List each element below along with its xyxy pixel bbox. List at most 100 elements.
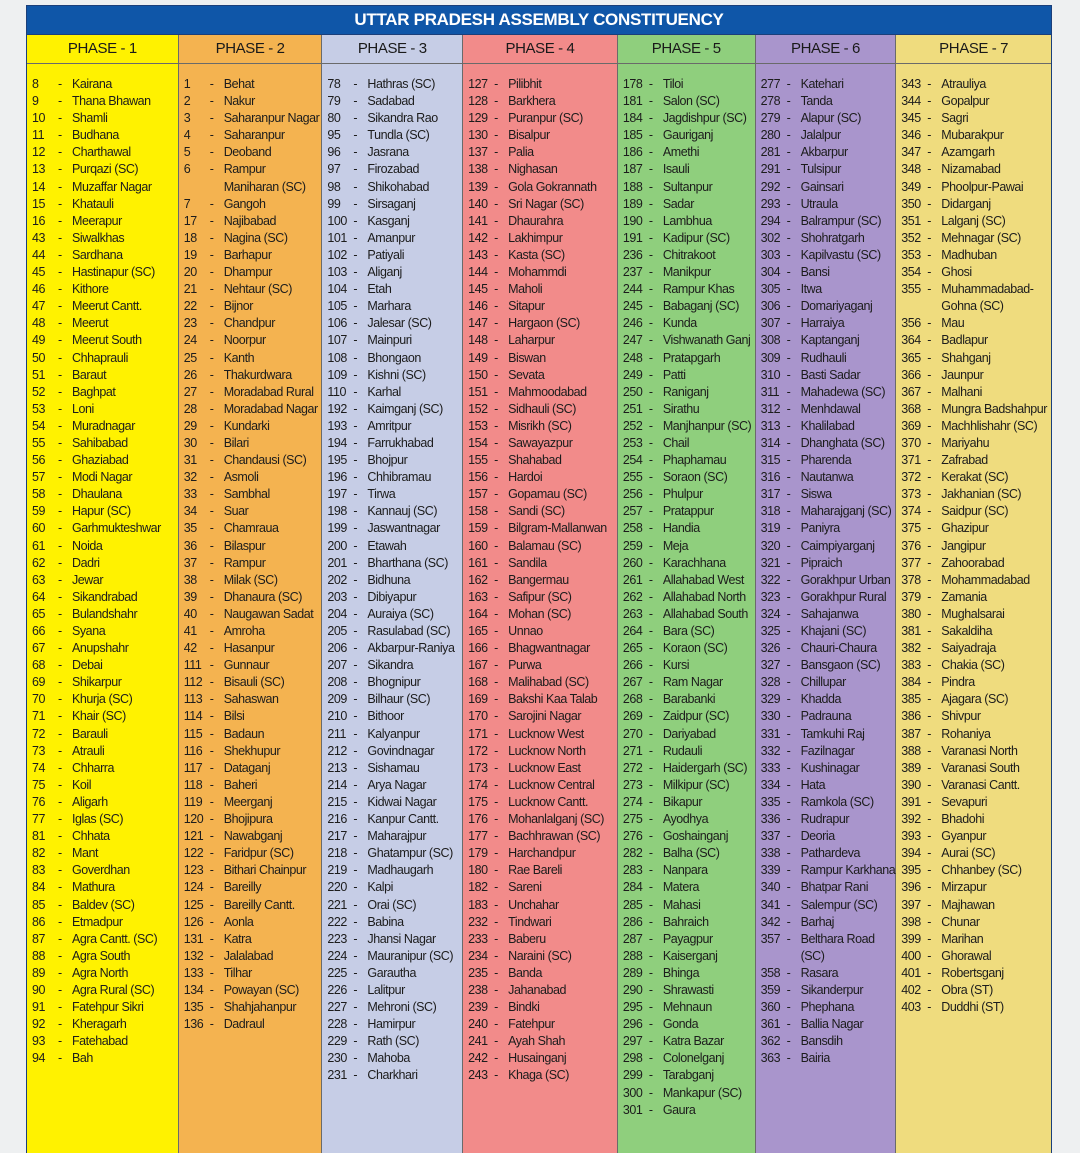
constituency-row: 395- Chhanbey (SC) (896, 862, 1051, 879)
separator-dash: - (786, 247, 791, 262)
constituency-name: Naraini (SC) (508, 948, 572, 963)
constituency-row: 120- Bhojipura (179, 811, 322, 828)
constituency-name: Khalilabad (800, 418, 855, 433)
separator-dash: - (58, 794, 62, 809)
separator-dash: - (353, 675, 358, 690)
constituency-name: Shahabad (508, 453, 562, 468)
separator-dash: - (786, 709, 791, 724)
constituency-row: 381- Sakaldiha (896, 623, 1051, 640)
constituency-number: 200 (327, 538, 347, 553)
constituency-name: Chauri-Chaura (800, 641, 878, 656)
constituency-name: Nakur (223, 94, 256, 109)
constituency-row: 234- Naraini (SC) (463, 948, 617, 965)
separator-dash: - (786, 897, 791, 912)
constituency-number: 151 (468, 384, 488, 399)
separator-dash: - (58, 829, 62, 844)
constituency-number: 81 (32, 829, 46, 844)
constituency-number: 273 (622, 777, 643, 792)
constituency-name: Majhawan (941, 897, 995, 912)
constituency-name: Chhata (72, 829, 110, 844)
constituency-name: Kadipur (SC) (662, 230, 730, 245)
constituency-row: 35- Chamraua (179, 520, 322, 537)
constituency-row: 354- Ghosi (896, 264, 1051, 281)
separator-dash: - (494, 589, 498, 604)
constituency-number: 240 (468, 1017, 488, 1032)
constituency-row: 168- Malihabad (SC) (463, 674, 617, 691)
constituency-number: 9 (32, 94, 39, 109)
constituency-number: 91 (32, 1000, 46, 1015)
separator-dash: - (209, 1017, 214, 1032)
constituency-row: 104- Etah (322, 281, 462, 298)
constituency-row: 214- Arya Nagar (322, 777, 462, 794)
constituency-number: 14 (32, 179, 46, 194)
constituency-name: Zafrabad (941, 453, 988, 468)
constituency-number: 64 (32, 589, 46, 604)
constituency-name: Kanth (223, 350, 255, 365)
constituency-name: Bhatpar Rani (800, 880, 869, 895)
separator-dash: - (209, 641, 214, 656)
constituency-row: 176- Mohanlalganj (SC) (463, 811, 617, 828)
separator-dash: - (209, 760, 214, 775)
constituency-number: 349 (901, 179, 921, 194)
constituency-row: 320- Caimpiyarganj (756, 538, 896, 555)
constituency-row: 169- Bakshi Kaa Talab (463, 691, 617, 708)
constituency-number: 269 (622, 709, 643, 724)
constituency-number: 402 (901, 982, 921, 997)
constituency-row: 339- Rampur Karkhana (756, 862, 896, 879)
constituency-row: 329- Khadda (756, 691, 896, 708)
constituency-number: 49 (32, 333, 46, 348)
constituency-name: Mankapur (SC) (662, 1085, 742, 1100)
constituency-name: Jhansi Nagar (367, 931, 436, 946)
constituency-row: 89- Agra North (27, 965, 178, 982)
separator-dash: - (209, 504, 214, 519)
constituency-row: 261- Allahabad West (618, 572, 755, 589)
constituency-row: 197- Tirwa (322, 486, 462, 503)
constituency-number: 72 (32, 726, 46, 741)
constituency-name: Muhammadabad- Gohna (SC) (941, 282, 1034, 314)
separator-dash: - (494, 572, 498, 587)
separator-dash: - (786, 316, 791, 331)
constituency-row: 26- Thakurdwara (179, 367, 322, 384)
constituency-name: Malhani (941, 384, 982, 399)
constituency-row: 252- Manjhanpur (SC) (618, 418, 755, 435)
constituency-row: 71- Khair (SC) (27, 708, 178, 725)
constituency-row: 195- Bhojpur (322, 452, 462, 469)
constituency-row: 403- Duddhi (ST) (896, 999, 1051, 1016)
constituency-row: 248- Pratapgarh (618, 350, 755, 367)
constituency-name: Kaimganj (SC) (367, 401, 443, 416)
constituency-row: 398- Chunar (896, 914, 1051, 931)
constituency-number: 12 (32, 145, 46, 160)
constituency-row: 328- Chillupar (756, 674, 896, 691)
constituency-name: Bilaspur (223, 538, 266, 553)
separator-dash: - (353, 1000, 358, 1015)
constituency-name: Atrauli (72, 743, 105, 758)
constituency-name: Sandi (SC) (508, 504, 565, 519)
separator-dash: - (648, 213, 653, 228)
constituency-row: 11- Budhana (27, 127, 178, 144)
constituency-name: Sahibabad (72, 435, 128, 450)
separator-dash: - (927, 350, 932, 365)
constituency-name: Ayodhya (662, 812, 709, 827)
separator-dash: - (209, 794, 214, 809)
separator-dash: - (648, 880, 653, 895)
separator-dash: - (648, 812, 653, 827)
constituency-name: Powayan (SC) (223, 982, 300, 997)
constituency-row: 186- Amethi (618, 144, 755, 161)
constituency-number: 105 (327, 299, 347, 314)
constituency-number: 21 (183, 282, 197, 297)
constituency-name: Behat (223, 77, 255, 91)
separator-dash: - (58, 145, 62, 160)
constituency-row: 141- Dhaurahra (463, 213, 617, 230)
separator-dash: - (786, 555, 791, 570)
constituency-number: 264 (622, 624, 643, 638)
constituency-name: Muzaffar Nagar (72, 179, 152, 194)
constituency-name: Nanpara (662, 863, 708, 878)
constituency-number: 237 (622, 265, 643, 280)
constituency-name: Jagdishpur (SC) (662, 111, 747, 126)
constituency-name: Sishamau (367, 760, 420, 775)
constituency-row: 100- Kasganj (322, 213, 462, 230)
constituency-number: 208 (327, 675, 347, 690)
separator-dash: - (353, 333, 358, 348)
constituency-row: 273- Milkipur (SC) (618, 777, 755, 794)
constituency-number: 371 (901, 453, 921, 468)
